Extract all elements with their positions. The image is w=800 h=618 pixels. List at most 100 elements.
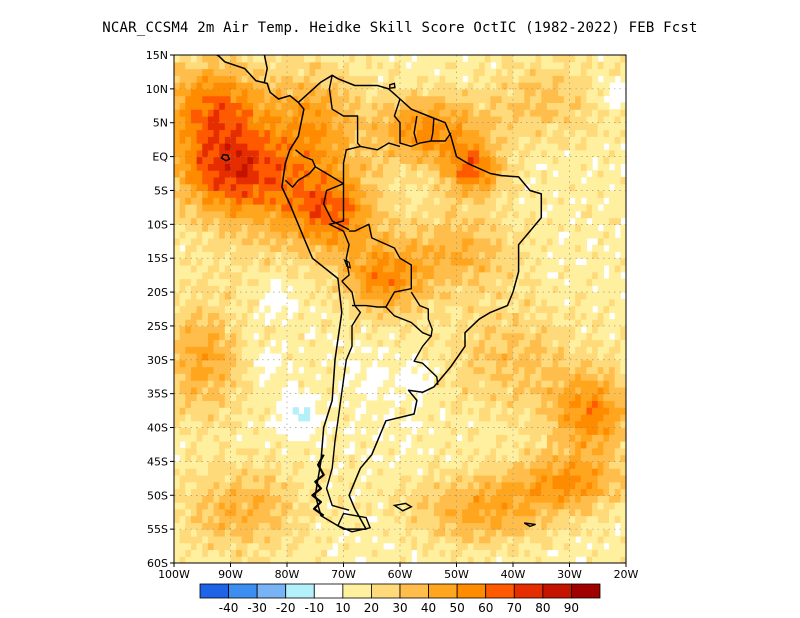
heat-cell	[332, 231, 339, 239]
heat-cell	[496, 224, 503, 232]
heat-cell	[484, 55, 491, 63]
heat-cell	[247, 244, 254, 253]
heat-cell	[275, 441, 282, 449]
heat-cell	[558, 495, 565, 503]
heat-cell	[428, 278, 435, 286]
heat-cell	[185, 556, 192, 563]
heat-cell	[383, 102, 390, 110]
heat-cell	[179, 129, 186, 137]
heat-cell	[247, 474, 254, 483]
heat-cell	[360, 68, 367, 76]
heat-cell	[230, 508, 237, 517]
heat-cell	[529, 251, 537, 259]
heat-cell	[190, 556, 198, 563]
heat-cell	[558, 332, 565, 341]
heat-cell	[174, 380, 181, 388]
heat-cell	[332, 251, 339, 259]
heat-cell	[428, 102, 435, 110]
heat-cell	[247, 556, 254, 563]
heat-cell	[467, 224, 475, 232]
heat-cell	[270, 407, 277, 415]
heat-cell	[377, 413, 384, 422]
heat-cell	[439, 474, 446, 483]
heat-cell	[292, 346, 299, 354]
heat-cell	[185, 522, 192, 530]
heat-cell	[326, 156, 333, 164]
heat-cell	[230, 400, 237, 408]
heat-cell	[411, 413, 418, 422]
heat-cell	[496, 339, 503, 347]
heat-cell	[179, 68, 186, 76]
heat-cell	[326, 122, 333, 131]
heat-cell	[484, 454, 491, 462]
heat-cell	[230, 258, 237, 266]
heat-cell	[529, 237, 537, 246]
heat-cell	[202, 251, 209, 259]
heat-cell	[529, 427, 537, 435]
heat-cell	[326, 413, 333, 422]
heat-cell	[411, 285, 418, 293]
heat-cell	[394, 95, 401, 104]
heat-cell	[196, 258, 203, 266]
heat-cell	[298, 109, 305, 117]
heat-cell	[462, 271, 469, 280]
heat-cell	[541, 515, 548, 523]
heat-cell	[445, 407, 452, 415]
heat-cell	[445, 149, 452, 158]
heat-cell	[439, 508, 446, 517]
heat-cell	[298, 549, 305, 557]
heat-cell	[563, 386, 571, 395]
heat-cell	[433, 542, 441, 551]
heat-cell	[253, 441, 260, 449]
heat-cell	[332, 210, 339, 219]
heat-cell	[450, 251, 458, 259]
heat-cell	[529, 271, 537, 280]
heat-cell	[174, 386, 181, 395]
heat-cell	[241, 413, 249, 422]
heat-cell	[253, 346, 260, 354]
heat-cell	[196, 88, 203, 97]
heat-cell	[258, 319, 265, 327]
heat-cell	[349, 224, 356, 232]
heat-cell	[473, 522, 480, 530]
heat-cell	[541, 285, 548, 293]
heat-cell	[433, 515, 441, 523]
heat-cell	[490, 346, 497, 354]
heat-cell	[179, 231, 186, 239]
heat-cell	[303, 529, 311, 537]
heat-cell	[558, 278, 565, 286]
heat-cell	[343, 434, 350, 442]
heat-cell	[496, 88, 503, 97]
heat-cell	[524, 481, 531, 490]
heat-cell	[247, 285, 254, 293]
heat-cell	[518, 88, 525, 97]
heat-cell	[377, 95, 384, 104]
heat-cell	[303, 319, 311, 327]
heat-cell	[241, 278, 249, 286]
heat-cell	[422, 332, 429, 341]
heat-cell	[377, 251, 384, 259]
heat-cell	[507, 393, 514, 402]
heat-cell	[281, 149, 288, 158]
heat-cell	[428, 468, 435, 476]
heat-cell	[230, 183, 237, 192]
heat-cell	[518, 109, 525, 117]
heat-cell	[552, 143, 559, 151]
heat-cell	[275, 447, 282, 456]
heat-cell	[230, 542, 237, 551]
heat-cell	[445, 346, 452, 354]
heat-cell	[241, 183, 249, 192]
heat-cell	[405, 190, 412, 198]
heat-cell	[529, 170, 537, 178]
heat-cell	[524, 149, 531, 158]
heat-cell	[439, 68, 446, 76]
heat-cell	[349, 515, 356, 523]
heat-cell	[332, 481, 339, 490]
heat-cell	[174, 61, 181, 70]
heat-cell	[484, 400, 491, 408]
heat-cell	[422, 373, 429, 381]
heat-cell	[383, 264, 390, 273]
heat-cell	[253, 75, 260, 83]
heat-cell	[479, 129, 486, 137]
heat-cell	[303, 292, 311, 300]
